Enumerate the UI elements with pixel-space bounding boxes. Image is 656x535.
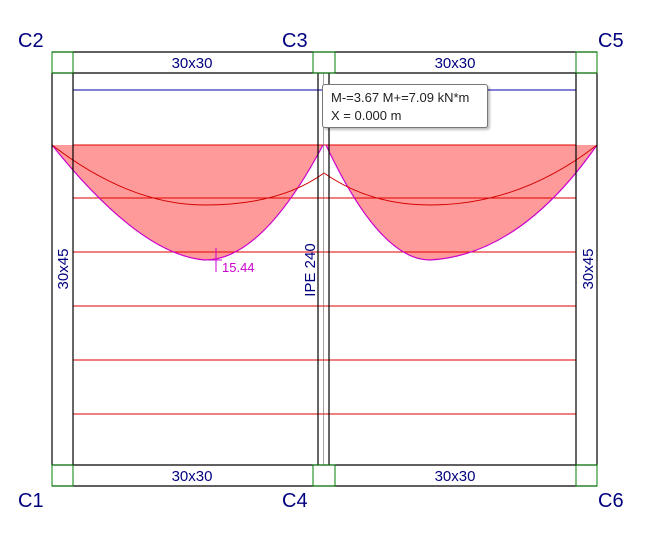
moment-envelope-right bbox=[325, 144, 598, 261]
column-c4-box[interactable] bbox=[312, 464, 336, 487]
moment-envelope-left bbox=[51, 144, 324, 261]
beam-label-bottom-left: 30x30 bbox=[172, 468, 213, 485]
moment-tooltip: M-=3.67 M+=7.09 kN*m X = 0.000 m bbox=[322, 84, 488, 128]
column-c6-box[interactable] bbox=[575, 464, 598, 487]
max-moment-value: 15.44 bbox=[222, 260, 255, 275]
beam-bottom[interactable] bbox=[52, 464, 597, 487]
beam-label-left: 30x45 bbox=[55, 249, 72, 290]
beam-label-right: 30x45 bbox=[580, 249, 597, 290]
beam-top[interactable] bbox=[52, 51, 597, 74]
column-label-c4: C4 bbox=[282, 490, 308, 512]
tooltip-moment-text: M-=3.67 M+=7.09 kN*m bbox=[331, 90, 470, 105]
tooltip-position-text: X = 0.000 m bbox=[331, 108, 402, 123]
slab-strips bbox=[73, 144, 576, 415]
column-c2-box[interactable] bbox=[51, 51, 74, 74]
beam-left[interactable] bbox=[51, 73, 74, 465]
beam-label-top-left: 30x30 bbox=[172, 55, 213, 72]
moment-curve-left bbox=[51, 144, 325, 206]
column-label-c1: C1 bbox=[18, 490, 44, 512]
beam-label-middle: IPE 240 bbox=[302, 243, 319, 296]
beam-label-bottom-right: 30x30 bbox=[435, 468, 476, 485]
moment-diagram-fill-right bbox=[326, 145, 597, 260]
beam-middle-ipe[interactable] bbox=[317, 73, 330, 465]
moment-diagram-fill-left bbox=[52, 145, 323, 260]
column-c5-box[interactable] bbox=[575, 51, 598, 74]
column-label-c3: C3 bbox=[282, 30, 308, 52]
beam-label-top-right: 30x30 bbox=[435, 55, 476, 72]
column-label-c6: C6 bbox=[598, 490, 624, 512]
column-label-c2: C2 bbox=[18, 30, 44, 52]
beam-right[interactable] bbox=[575, 73, 598, 465]
moment-curve-right bbox=[323, 144, 598, 206]
column-label-c5: C5 bbox=[598, 30, 624, 52]
column-c3-box[interactable] bbox=[312, 51, 336, 74]
column-c1-box[interactable] bbox=[51, 464, 74, 487]
